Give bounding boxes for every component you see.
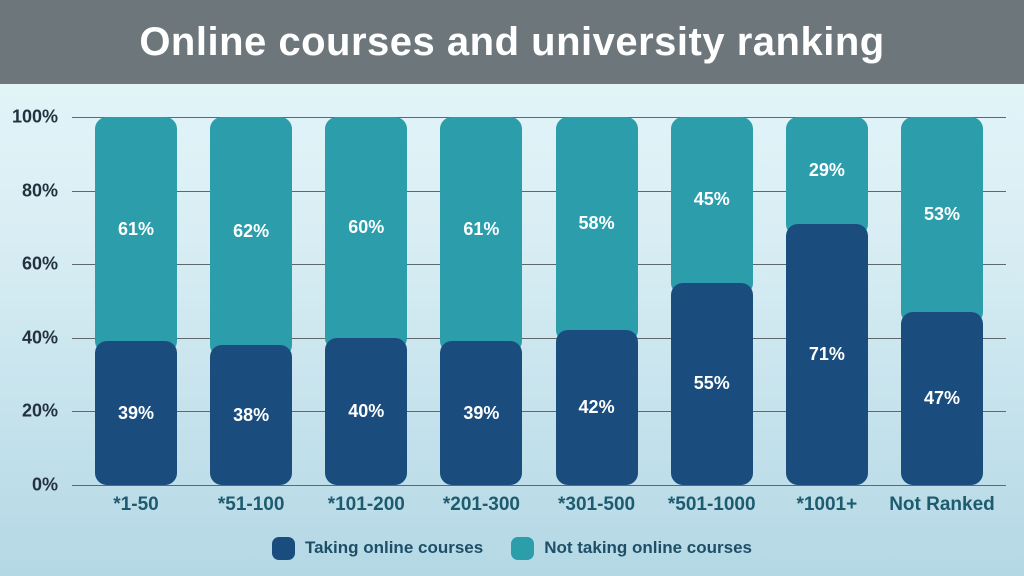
bar-segment-not-taking	[900, 117, 983, 325]
bar-segment-taking	[555, 330, 638, 485]
x-axis-label: Not Ranked	[889, 494, 995, 515]
y-axis-label: 80%	[21, 180, 58, 201]
gridline-60	[72, 264, 1006, 266]
y-axis-label: 20%	[21, 400, 58, 421]
x-axis-label: *501-1000	[667, 494, 756, 515]
y-axis-label: 100%	[11, 106, 58, 127]
bar-segment-taking	[210, 345, 293, 485]
x-axis-label-cell: Not Ranked	[889, 494, 995, 516]
bar-*1001+: 29% 71%	[785, 117, 868, 485]
bar-Not Ranked: 53% 47%	[900, 117, 983, 485]
x-axis-label: *301-500	[558, 494, 636, 515]
x-axis-label: *101-200	[327, 494, 405, 515]
chart-title: Online courses and university ranking	[139, 19, 885, 64]
bar-segment-not-taking	[325, 117, 408, 350]
bar-*51-100: 62% 38%	[210, 117, 293, 485]
bar-segment-taking	[325, 337, 408, 485]
bar-*1-50: 61% 39%	[95, 117, 177, 485]
bar-segment-taking	[900, 312, 983, 485]
bar-segment-not-taking	[785, 117, 868, 236]
x-axis-label-cell: *1001+	[786, 494, 868, 516]
y-axis: 0% 20% 40% 60% 80% 100%	[0, 107, 58, 495]
gridline-100	[72, 117, 1006, 118]
bar-*101-200: 60% 40%	[325, 117, 408, 485]
legend: Taking online courses Not taking online c…	[0, 534, 1024, 562]
legend-label: Not taking online courses	[544, 538, 753, 557]
legend-swatch	[271, 536, 295, 560]
bar-*201-300: 61% 39%	[440, 117, 523, 485]
legend-swatch	[511, 536, 535, 560]
x-axis-label-cell: *201-300	[440, 494, 522, 516]
x-axis-label: *51-100	[217, 494, 285, 515]
legend-label: Taking online courses	[304, 538, 484, 557]
bar-segment-not-taking	[210, 117, 293, 358]
bar-segment-taking	[670, 282, 753, 485]
x-axis-label-cell: *501-1000	[667, 494, 756, 516]
bar-segment-not-taking	[95, 117, 177, 354]
x-axis: *1-50 *51-100 *101-200 *201-300 *301-500 *501…	[72, 494, 1006, 516]
y-axis-label: 0%	[31, 474, 58, 495]
x-axis-label: *1-50	[113, 494, 159, 515]
bar-segment-not-taking	[440, 117, 523, 354]
bar-*301-500: 58% 42%	[555, 117, 638, 485]
x-axis-label: *1001+	[796, 494, 858, 515]
bar-segment-taking	[95, 341, 177, 485]
x-axis-label-cell: *301-500	[556, 494, 638, 516]
legend-item: Taking online courses	[271, 536, 484, 560]
bar-segment-taking	[785, 223, 868, 485]
gridline-40	[72, 337, 1006, 339]
gridline-20	[72, 411, 1006, 413]
gridline-0	[72, 485, 1006, 486]
bars-container: 61% 39% 62% 38% 60% 40% 61% 39% 58% 42% 45% 55% 29% 7…	[72, 117, 1006, 485]
y-axis-label: 40%	[21, 327, 58, 348]
x-axis-label-cell: *101-200	[325, 494, 407, 516]
bar-segment-not-taking	[670, 117, 753, 295]
legend-item: Not taking online courses	[511, 536, 753, 560]
y-axis-label: 60%	[21, 253, 58, 274]
plot-area: 61% 39% 62% 38% 60% 40% 61% 39% 58% 42% 45% 55% 29% 7…	[72, 117, 1006, 486]
bar-segment-not-taking	[555, 117, 638, 343]
header-band: Online courses and university ranking	[0, 0, 1024, 84]
gridline-80	[72, 190, 1006, 192]
x-axis-label: *201-300	[442, 494, 520, 515]
bar-segment-taking	[440, 341, 523, 485]
x-axis-label-cell: *1-50	[95, 494, 177, 516]
x-axis-label-cell: *51-100	[210, 494, 292, 516]
bar-*501-1000: 45% 55%	[670, 117, 753, 485]
